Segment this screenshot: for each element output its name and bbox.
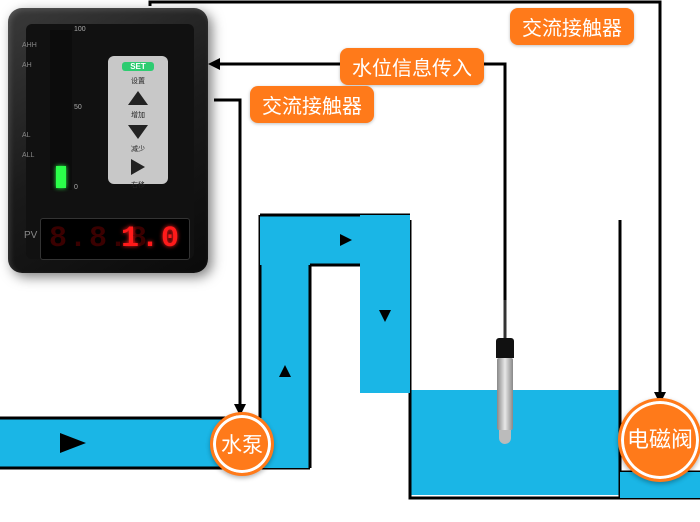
level-controller: 100 50 0 AHH AH AL ALL SET 设置 增加 减少 右移 P… bbox=[8, 8, 208, 273]
level-probe bbox=[496, 300, 514, 450]
probe-tip bbox=[499, 430, 511, 444]
down-caption: 减少 bbox=[131, 144, 145, 154]
flow-arrow-top bbox=[340, 234, 352, 246]
arrowhead-signal bbox=[208, 58, 220, 70]
set-button[interactable]: SET bbox=[122, 62, 154, 71]
probe-body bbox=[497, 358, 513, 430]
flow-arrow-inlet bbox=[60, 433, 86, 453]
valve-text: 电磁阀 bbox=[627, 428, 693, 452]
flow-arrow-drop bbox=[379, 310, 391, 322]
seg-value: 1.0 bbox=[121, 222, 181, 256]
pump-label: 水泵 bbox=[210, 412, 274, 476]
pv-label: PV bbox=[24, 230, 37, 241]
callout-ac-contactor-top: 交流接触器 bbox=[510, 8, 634, 45]
callout-water-signal: 水位信息传入 bbox=[340, 48, 484, 85]
down-button[interactable] bbox=[128, 125, 148, 139]
seven-seg-display: 8.8.8 1.0 bbox=[40, 218, 190, 260]
bargraph-indicator bbox=[56, 166, 66, 188]
up-button[interactable] bbox=[128, 91, 148, 105]
up-caption: 增加 bbox=[131, 110, 145, 120]
set-caption: 设置 bbox=[131, 76, 145, 86]
button-panel: SET 设置 增加 减少 右移 bbox=[108, 56, 168, 184]
alarm-ah: AH bbox=[22, 62, 32, 69]
scale-max: 100 bbox=[74, 26, 86, 33]
right-caption: 右移 bbox=[131, 180, 145, 190]
alarm-al: AL bbox=[22, 132, 31, 139]
flow-arrow-riser bbox=[279, 365, 291, 377]
alarm-all: ALL bbox=[22, 152, 34, 159]
callout-ac-contactor-mid: 交流接触器 bbox=[250, 86, 374, 123]
valve-label: 电磁阀 bbox=[618, 398, 700, 482]
scale-mid: 50 bbox=[74, 104, 82, 111]
right-button[interactable] bbox=[131, 159, 145, 175]
scale-min: 0 bbox=[74, 184, 78, 191]
probe-cable bbox=[504, 300, 507, 340]
probe-connector bbox=[496, 338, 514, 358]
alarm-ahh: AHH bbox=[22, 42, 37, 49]
